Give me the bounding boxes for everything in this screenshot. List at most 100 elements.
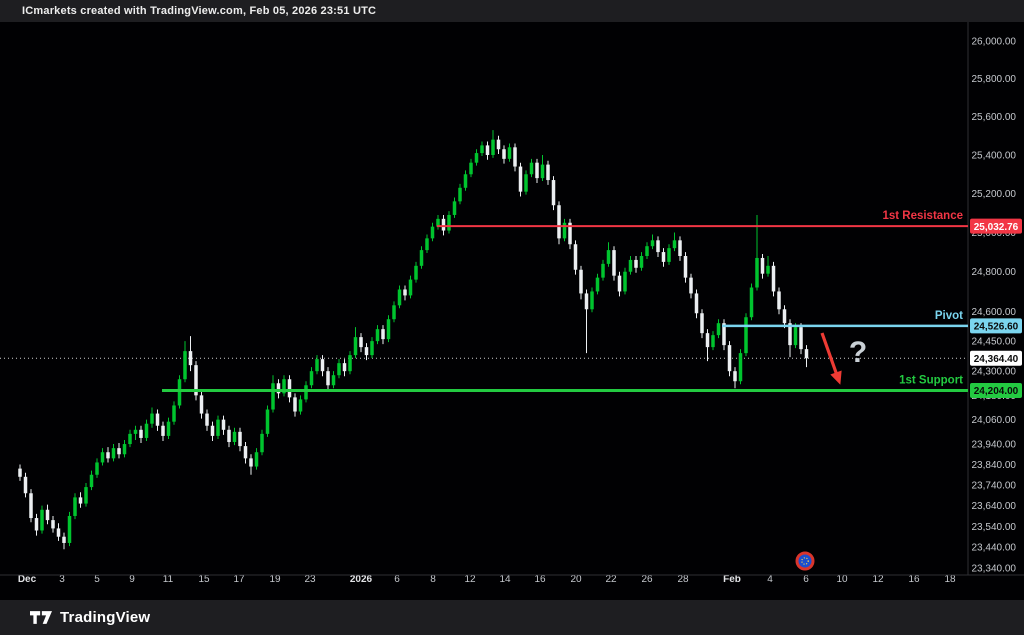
price-tick-label: 23,440.00 xyxy=(972,543,1017,554)
candle-body xyxy=(51,520,55,529)
price-tick-label: 23,940.00 xyxy=(972,440,1017,451)
candle-body xyxy=(584,293,589,310)
price-tick-label: 26,000.00 xyxy=(972,36,1017,47)
candle-body xyxy=(172,405,176,422)
candle-body xyxy=(700,313,704,334)
price-tick-label: 25,800.00 xyxy=(972,74,1017,85)
candle-body xyxy=(485,145,490,155)
time-tick-label: 2026 xyxy=(350,574,373,585)
candle-body xyxy=(573,244,578,270)
time-tick-label: 6 xyxy=(803,574,809,585)
candle-body xyxy=(122,444,127,455)
snapshot-header-text: ICmarkets created with TradingView.com, … xyxy=(22,5,377,17)
candle-body xyxy=(287,379,292,398)
candle-body xyxy=(95,462,99,475)
time-tick-label: 12 xyxy=(464,574,476,585)
price-tick-label: 24,800.00 xyxy=(972,267,1017,278)
candlestick-chart[interactable]: 26,000.00 25,800.00 25,600.00 25,400.00 25,2… xyxy=(0,22,1024,600)
candle-body xyxy=(430,226,435,239)
time-tick-label: 8 xyxy=(430,574,436,585)
candle-body xyxy=(221,419,226,430)
candle-body xyxy=(370,341,374,356)
candle-body xyxy=(331,375,336,386)
chart-area[interactable]: 26,000.00 25,800.00 25,600.00 25,400.00 25,2… xyxy=(0,22,1024,600)
price-tick-label: 23,540.00 xyxy=(972,522,1017,533)
candle-body xyxy=(716,323,721,336)
candle-body xyxy=(650,240,655,247)
candle-body xyxy=(535,162,539,179)
time-tick-label: 19 xyxy=(269,574,281,585)
candle-body xyxy=(111,448,116,459)
time-tick-label: 15 xyxy=(198,574,210,585)
candle-body xyxy=(353,337,358,356)
candle-body xyxy=(452,201,457,215)
candle-body xyxy=(271,383,275,410)
price-tick-label: 25,200.00 xyxy=(972,189,1017,200)
last-price-badge xyxy=(970,350,1022,366)
candle-body xyxy=(397,289,402,306)
candle-body xyxy=(645,246,649,256)
candle-body xyxy=(342,363,347,372)
candle-body xyxy=(161,425,165,436)
candle-body xyxy=(45,509,50,521)
candle-body xyxy=(78,497,83,504)
price-tick-label: 23,340.00 xyxy=(972,564,1017,575)
candle-body xyxy=(348,355,352,372)
time-tick-label: 10 xyxy=(836,574,848,585)
candle-body xyxy=(315,359,319,372)
down-arrow-head[interactable] xyxy=(830,370,842,385)
time-tick-label: 20 xyxy=(570,574,582,585)
candle-body xyxy=(276,383,281,394)
candle-body xyxy=(293,397,297,412)
time-tick-label: Feb xyxy=(723,574,741,585)
candle-body xyxy=(744,317,748,354)
price-tick-label: 23,840.00 xyxy=(972,460,1017,471)
time-tick-label: 16 xyxy=(908,574,920,585)
last-price-badge-text: 24,364.40 xyxy=(974,354,1019,365)
candle-body xyxy=(518,166,523,192)
candle-body xyxy=(155,413,160,426)
candle-body xyxy=(392,305,396,320)
time-tick-label: 6 xyxy=(394,574,400,585)
candle-body xyxy=(463,174,468,188)
candle-body xyxy=(260,433,264,453)
price-tick-label: 24,450.00 xyxy=(972,337,1017,348)
candle-body xyxy=(733,371,737,382)
price-tick-label: 25,600.00 xyxy=(972,112,1017,123)
candle-body xyxy=(183,351,187,380)
candle-body xyxy=(661,252,666,262)
candle-body xyxy=(678,240,682,256)
candle-body xyxy=(722,323,726,346)
candle-body xyxy=(73,497,77,516)
candle-body xyxy=(672,240,677,249)
candle-body xyxy=(793,327,798,346)
candle-body xyxy=(425,238,429,251)
price-tick-label: 25,400.00 xyxy=(972,150,1017,161)
candle-body xyxy=(777,291,781,310)
question-mark-annotation[interactable]: ? xyxy=(849,336,867,369)
candle-body xyxy=(474,153,479,163)
candle-body xyxy=(364,347,369,356)
candle-body xyxy=(320,359,325,372)
candle-body xyxy=(766,265,770,274)
candle-body xyxy=(469,162,473,175)
candle-body xyxy=(106,452,110,459)
event-marker-icon[interactable] xyxy=(795,551,815,571)
level-label-pivot: Pivot xyxy=(935,310,963,322)
candle-body xyxy=(529,162,534,175)
candle-body xyxy=(623,271,627,292)
tradingview-logo[interactable]: TradingView xyxy=(30,609,150,626)
candle-body xyxy=(804,349,809,359)
candle-body xyxy=(205,413,209,426)
footer-bar: TradingView xyxy=(0,600,1024,635)
candle-body xyxy=(727,345,732,372)
candle-body xyxy=(760,257,765,274)
candle-body xyxy=(771,265,776,292)
candle-body xyxy=(304,385,308,400)
candle-body xyxy=(579,269,583,294)
candle-body xyxy=(496,139,501,150)
time-tick-label: 23 xyxy=(304,574,316,585)
candle-body xyxy=(656,240,660,253)
candle-body xyxy=(507,147,512,159)
candle-body xyxy=(788,323,792,346)
